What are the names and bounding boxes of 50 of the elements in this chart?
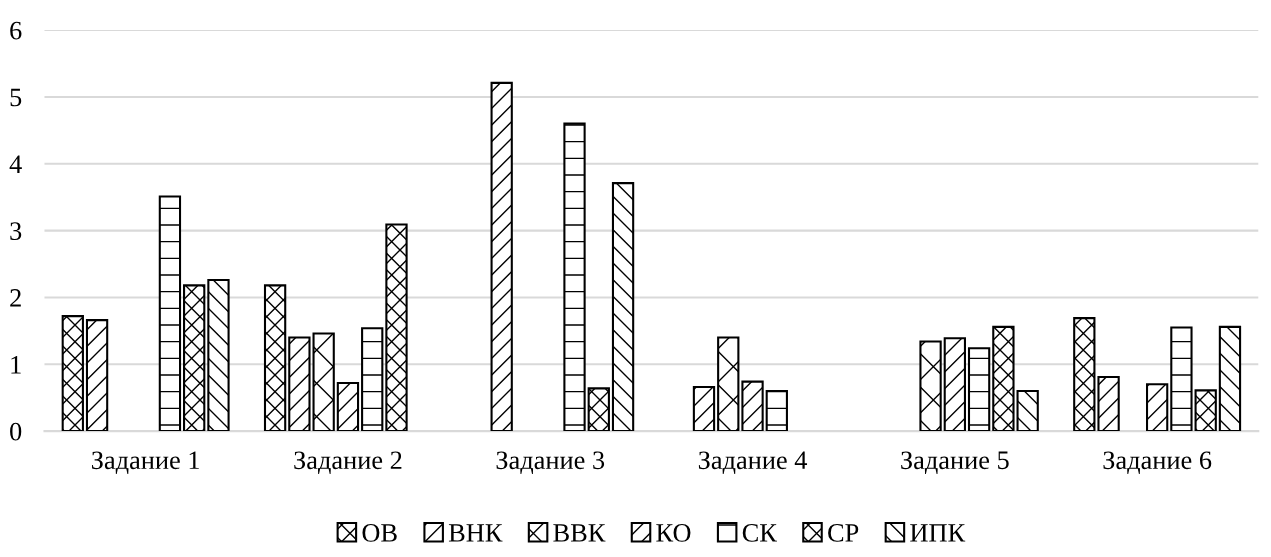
legend-label: КО: [656, 524, 691, 542]
bar: [183, 284, 206, 432]
legend-label: ОВ: [362, 524, 397, 542]
x-tick-label: Задание 3: [496, 451, 605, 474]
bar: [263, 284, 287, 432]
bar: [563, 122, 586, 432]
y-tick-label: 1: [11, 356, 21, 374]
bar: [1097, 375, 1120, 432]
bar: [1016, 389, 1039, 432]
bar: [158, 195, 182, 432]
bar: [919, 340, 942, 432]
y-tick-label: 4: [9, 155, 22, 173]
bar: [85, 319, 109, 432]
x-tick-label: Задание 2: [294, 451, 402, 474]
y-tick-label: 3: [10, 222, 22, 241]
bar: [490, 81, 513, 432]
bar: [765, 389, 788, 432]
x-tick-label: Задание 4: [698, 451, 808, 474]
bar: [611, 182, 635, 432]
bar: [385, 223, 408, 432]
bar: [1170, 326, 1193, 432]
bar: [717, 336, 740, 432]
legend-label: ВНК: [448, 524, 503, 542]
bar: [207, 279, 230, 432]
legend-label: ИПК: [910, 524, 966, 542]
bar: [1145, 383, 1169, 432]
x-tick-label: Задание 1: [91, 451, 199, 474]
bar: [692, 385, 716, 432]
y-tick-label: 5: [10, 88, 22, 107]
legend-label: СР: [828, 524, 859, 542]
legend-label: ВВК: [553, 524, 606, 542]
bar: [1194, 389, 1217, 432]
bar: [361, 327, 384, 432]
bar: [288, 336, 311, 432]
bar: [1218, 325, 1242, 432]
y-tick-label: 0: [10, 422, 22, 441]
bar: [943, 337, 966, 432]
bar: [336, 381, 360, 432]
bar: [741, 380, 764, 432]
bar: [587, 387, 610, 432]
bar: [967, 347, 991, 432]
legend-label: СК: [742, 524, 777, 542]
x-tick-label: Задание 5: [901, 451, 1009, 474]
y-tick-label: 6: [10, 21, 22, 40]
bar: [61, 315, 84, 432]
bar: [1073, 317, 1096, 432]
y-tick-label: 2: [10, 289, 21, 307]
x-tick-label: Задание 6: [1103, 451, 1212, 474]
bar: [992, 325, 1015, 432]
bar: [312, 332, 335, 432]
